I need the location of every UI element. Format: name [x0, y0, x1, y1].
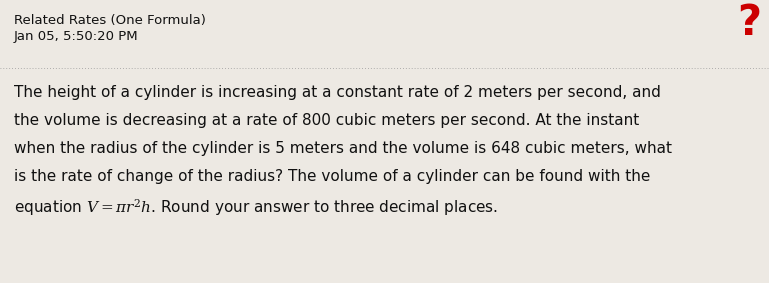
Text: Jan 05, 5:50:20 PM: Jan 05, 5:50:20 PM: [14, 30, 138, 43]
Text: is the rate of change of the radius? The volume of a cylinder can be found with : is the rate of change of the radius? The…: [14, 169, 651, 184]
Text: Related Rates (One Formula): Related Rates (One Formula): [14, 14, 206, 27]
Text: ?: ?: [737, 2, 761, 44]
Text: the volume is decreasing at a rate of 800 cubic meters per second. At the instan: the volume is decreasing at a rate of 80…: [14, 113, 639, 128]
Text: equation $V = \pi r^2 h$. Round your answer to three decimal places.: equation $V = \pi r^2 h$. Round your ans…: [14, 197, 498, 218]
Text: when the radius of the cylinder is 5 meters and the volume is 648 cubic meters, : when the radius of the cylinder is 5 met…: [14, 141, 672, 156]
Text: The height of a cylinder is increasing at a constant rate of 2 meters per second: The height of a cylinder is increasing a…: [14, 85, 661, 100]
